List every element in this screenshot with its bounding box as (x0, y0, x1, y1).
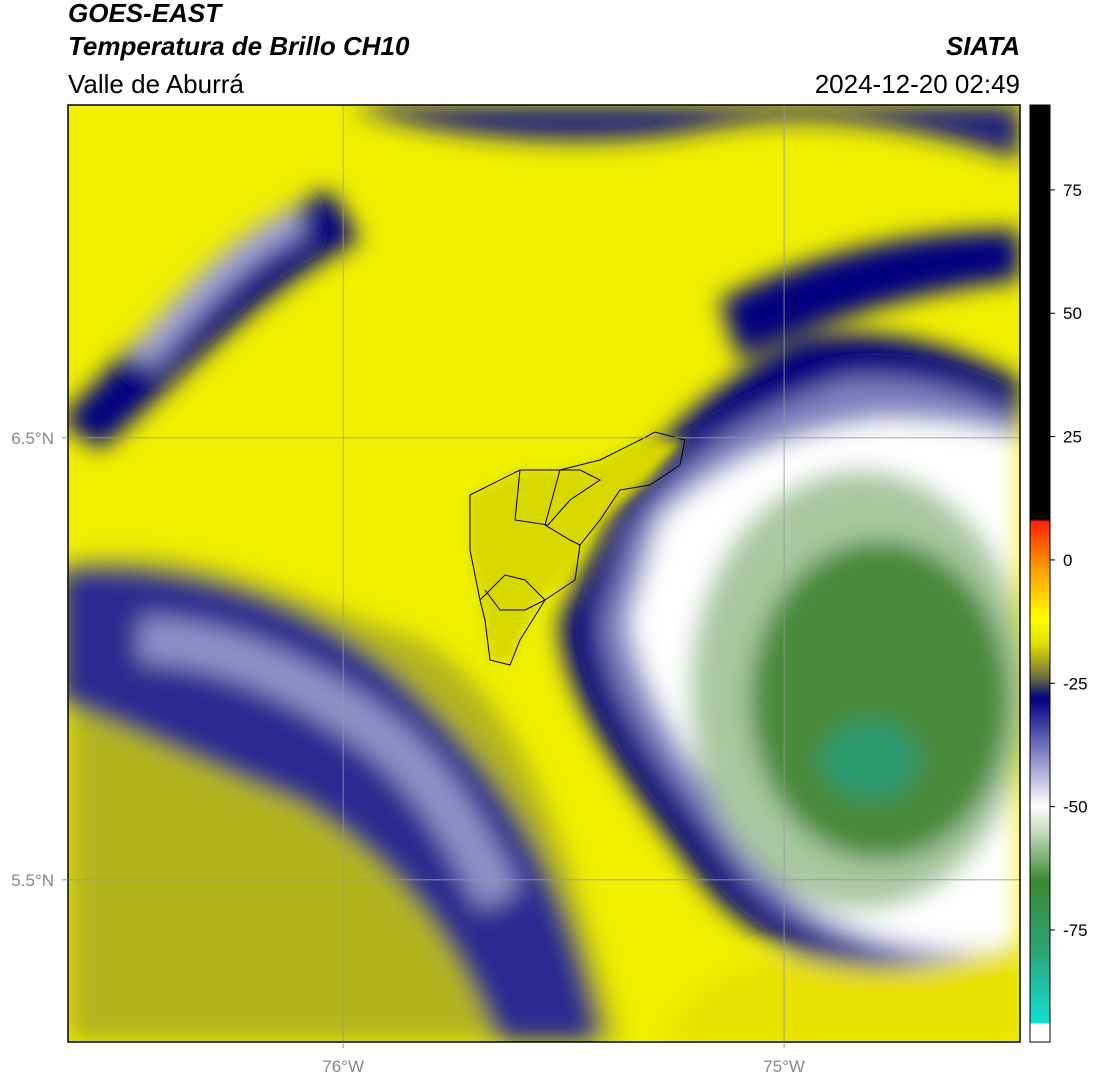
lon-label: 75°W (763, 1057, 805, 1076)
region-label: Valle de Aburrá (68, 69, 244, 99)
lat-label: 6.5°N (11, 429, 54, 448)
satellite-title: GOES-EAST (68, 0, 223, 28)
agency-label: SIATA (946, 31, 1020, 61)
colorbar-label: 0 (1063, 551, 1072, 570)
valley-shade (470, 440, 685, 665)
grid (68, 105, 1020, 1042)
colorbar-label: 50 (1063, 304, 1082, 323)
lon-label: 76°W (322, 1057, 364, 1076)
colorbar-label: -25 (1063, 674, 1088, 693)
municipality-boundary (469, 431, 686, 666)
cloud-field (68, 105, 1020, 1042)
datetime-label: 2024-12-20 02:49 (815, 69, 1020, 99)
colorbar (1029, 104, 1051, 1043)
colorbar-label: -50 (1063, 798, 1088, 817)
colorbar-label: -75 (1063, 921, 1088, 940)
product-title: Temperatura de Brillo CH10 (68, 31, 410, 61)
municipality-boundary (479, 574, 546, 611)
plot-frame (67, 104, 1021, 1043)
municipality-boundary (514, 469, 601, 546)
colorbar-label: 75 (1063, 181, 1082, 200)
satellite-image (68, 105, 1020, 1042)
lat-label: 5.5°N (11, 871, 54, 890)
colorbar-label: 25 (1063, 428, 1082, 447)
